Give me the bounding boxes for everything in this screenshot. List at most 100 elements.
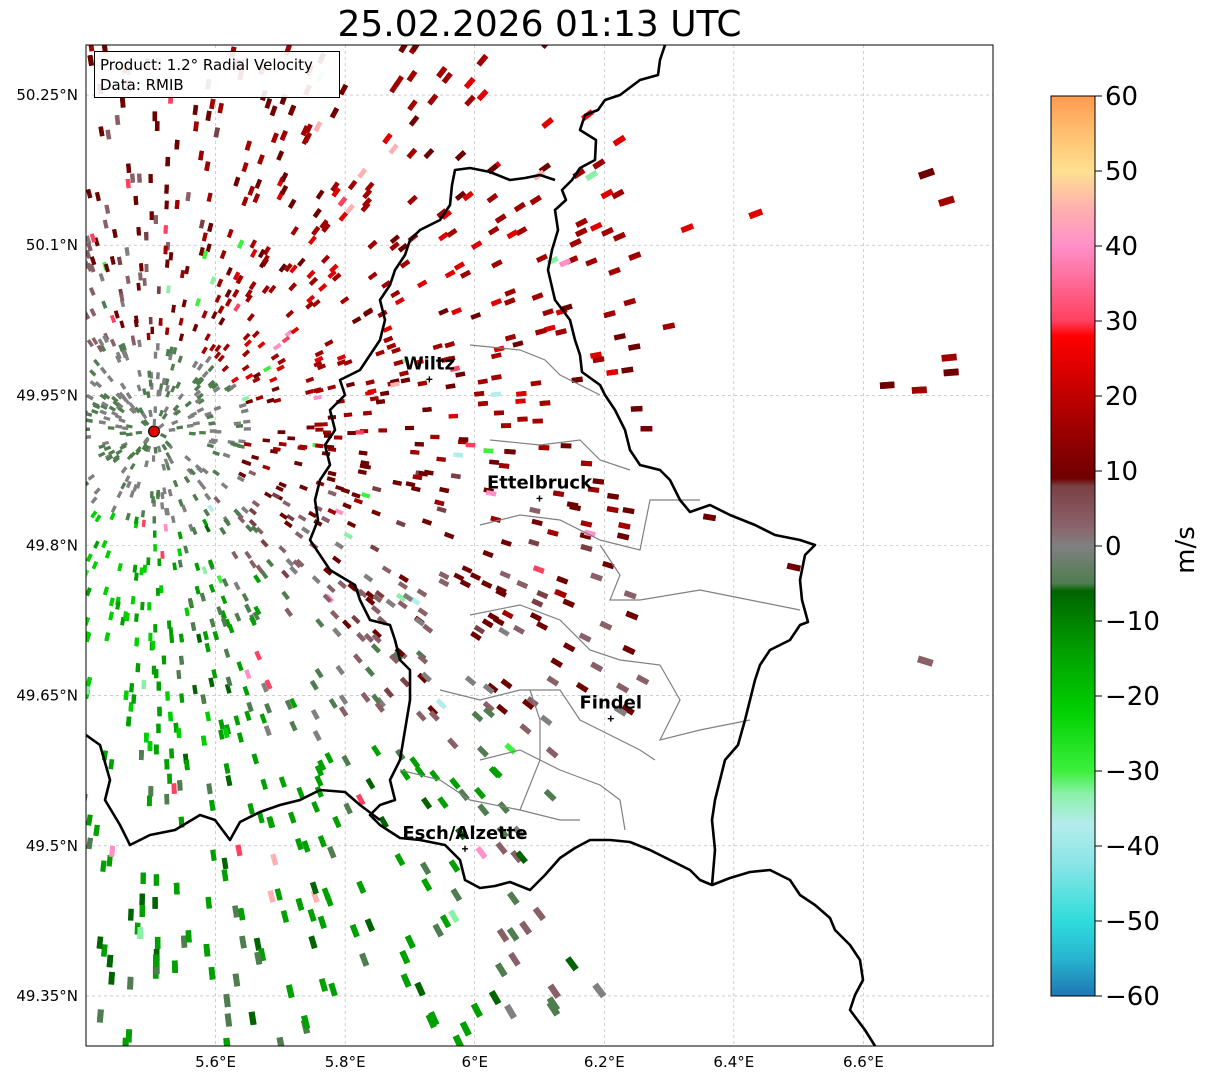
radar-echo-bin bbox=[257, 341, 266, 349]
radar-echo-bin bbox=[177, 355, 183, 364]
radar-echo-bin bbox=[490, 515, 502, 523]
radar-echo-bin bbox=[109, 597, 115, 607]
radar-echo-bin bbox=[77, 192, 84, 202]
radar-echo-bin bbox=[170, 363, 176, 371]
radar-echo-bin bbox=[532, 418, 543, 424]
radar-echo-bin bbox=[181, 504, 187, 513]
radar-echo-bin bbox=[575, 217, 588, 228]
radar-echo-bin bbox=[458, 437, 469, 442]
radar-echo-bin bbox=[139, 905, 146, 918]
radar-echo-bin bbox=[207, 222, 214, 232]
radar-echo-bin bbox=[575, 227, 588, 238]
radar-echo-bin bbox=[606, 369, 619, 376]
radar-echo-bin bbox=[284, 699, 293, 711]
radar-echo-bin bbox=[441, 71, 453, 85]
radar-echo-bin bbox=[879, 381, 895, 389]
radar-echo-bin bbox=[125, 275, 131, 284]
radar-echo-bin bbox=[500, 539, 512, 547]
radar-echo-bin bbox=[545, 746, 559, 759]
radar-echo-bin bbox=[453, 261, 465, 271]
radar-echo-bin bbox=[276, 150, 285, 161]
radar-echo-bin bbox=[295, 558, 305, 568]
radar-echo-bin bbox=[241, 196, 249, 207]
radar-echo-bin bbox=[342, 619, 352, 630]
radar-echo-bin bbox=[504, 288, 516, 297]
radar-echo-bin bbox=[192, 104, 199, 116]
radar-echo-bin bbox=[201, 232, 208, 242]
radar-echo-bin bbox=[152, 530, 157, 538]
radar-echo-bin bbox=[240, 408, 249, 414]
radar-echo-bin bbox=[207, 379, 216, 388]
radar-echo-bin bbox=[640, 426, 653, 432]
radar-echo-bin bbox=[74, 574, 81, 583]
radar-echo-bin bbox=[364, 918, 375, 932]
radar-echo-bin bbox=[106, 375, 114, 383]
radar-echo-bin bbox=[237, 239, 245, 249]
radar-echo-bin bbox=[327, 470, 337, 477]
radar-echo-bin bbox=[207, 504, 215, 513]
radar-echo-bin bbox=[185, 930, 192, 943]
radar-echo-bin bbox=[529, 612, 542, 622]
radar-echo-bin bbox=[612, 231, 626, 242]
radar-echo-bin bbox=[367, 388, 377, 395]
radar-echo-bin bbox=[120, 466, 128, 474]
radar-echo-bin bbox=[191, 360, 199, 369]
radar-echo-bin bbox=[448, 909, 460, 924]
radar-echo-bin bbox=[244, 140, 252, 151]
radar-echo-bin bbox=[178, 317, 184, 326]
radar-echo-bin bbox=[592, 982, 607, 999]
radar-echo-bin bbox=[452, 1034, 465, 1046]
radar-echo-bin bbox=[212, 631, 220, 641]
radar-echo-bin bbox=[271, 386, 280, 393]
radar-echo-bin bbox=[289, 264, 298, 274]
radar-echo-bin bbox=[152, 418, 157, 426]
radar-echo-bin bbox=[202, 631, 209, 641]
radar-echo-bin bbox=[539, 400, 551, 406]
radar-echo-bin bbox=[147, 602, 152, 611]
radar-echo-bin bbox=[74, 721, 81, 731]
radar-echo-bin bbox=[748, 208, 764, 220]
radar-echo-bin bbox=[134, 406, 141, 414]
radar-echo-bin bbox=[308, 935, 318, 949]
radar-echo-bin bbox=[236, 661, 244, 672]
radar-echo-bin bbox=[122, 611, 128, 620]
radar-echo-bin bbox=[251, 330, 260, 339]
radar-echo-bin bbox=[148, 632, 153, 642]
radar-echo-bin bbox=[246, 313, 255, 322]
radar-echo-bin bbox=[516, 580, 529, 589]
radar-echo-bin bbox=[349, 924, 360, 938]
radar-echo-bin bbox=[144, 231, 149, 241]
radar-echo-bin bbox=[137, 173, 142, 183]
radar-echo-bin bbox=[194, 384, 202, 392]
radar-echo-bin bbox=[103, 392, 111, 400]
radar-echo-bin bbox=[205, 110, 212, 122]
radar-echo-bin bbox=[360, 202, 371, 213]
radar-echo-bin bbox=[410, 449, 420, 455]
radar-echo-bin bbox=[253, 574, 262, 584]
radar-echo-bin bbox=[160, 502, 165, 510]
radar-echo-bin bbox=[450, 888, 463, 902]
radar-echo-bin bbox=[130, 173, 136, 183]
radar-echo-bin bbox=[400, 377, 411, 384]
radar-echo-bin bbox=[139, 263, 144, 272]
colorbar-tick-label: 20 bbox=[1105, 382, 1138, 412]
colorbar-tick-label: −10 bbox=[1105, 607, 1160, 637]
radar-echo-bin bbox=[500, 678, 513, 690]
radar-echo-bin bbox=[562, 642, 576, 653]
radar-echo-bin bbox=[351, 316, 362, 325]
radar-echo-bin bbox=[269, 105, 278, 117]
radar-echo-bin bbox=[261, 254, 270, 264]
radar-echo-bin bbox=[109, 512, 116, 521]
radar-echo-bin bbox=[148, 786, 154, 797]
radar-echo-bin bbox=[476, 89, 489, 102]
city-marker bbox=[607, 715, 614, 722]
radar-echo-bin bbox=[296, 786, 305, 799]
radar-echo-bin bbox=[289, 565, 298, 575]
radar-echo-bin bbox=[100, 944, 108, 957]
radar-echo-bin bbox=[92, 401, 100, 408]
radar-echo-bin bbox=[86, 311, 91, 320]
radar-echo-bin bbox=[279, 185, 289, 196]
radar-echo-bin bbox=[374, 701, 385, 713]
radar-echo-bin bbox=[170, 515, 176, 524]
radar-echo-bin bbox=[501, 609, 514, 620]
